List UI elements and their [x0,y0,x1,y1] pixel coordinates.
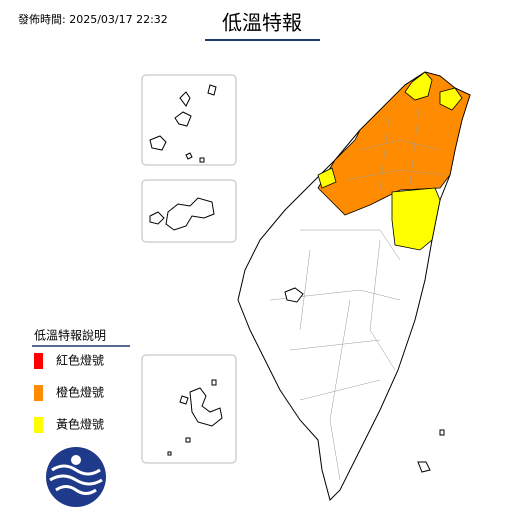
legend-title: 低溫特報說明 [34,328,106,343]
orange-region [317,71,471,216]
legend-swatch [34,417,43,433]
legend-label: 紅色燈號 [56,353,104,368]
map-title: 低溫特報 [222,11,302,35]
penghu-inset [141,354,237,464]
penghu-islands [167,379,223,456]
yellow-region-north [317,71,463,189]
legend-label: 黃色燈號 [56,417,104,432]
issue-time: 發佈時間: 2025/03/17 22:32 [18,12,168,26]
county-borders [269,99,446,481]
kinmen-islands [149,197,215,231]
legend-label: 橙色燈號 [56,385,104,400]
small-islands [284,287,445,473]
legend-swatch [34,385,43,401]
legend-swatch [34,353,43,369]
matsu-islands [149,84,217,163]
cwa-logo [46,447,106,507]
yellow-region-yilan [391,187,441,251]
